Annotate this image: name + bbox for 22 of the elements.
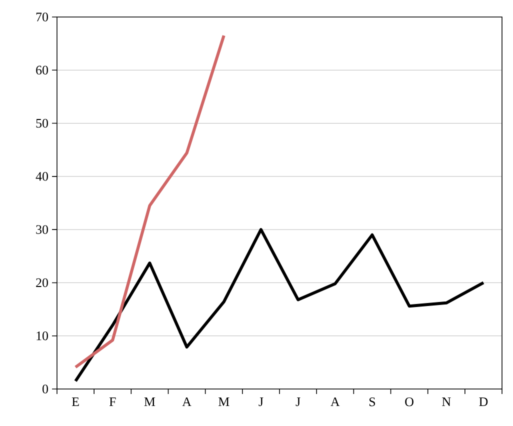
- y-tick-label: 50: [36, 118, 48, 128]
- x-tick-label: J: [258, 398, 264, 406]
- x-tick-label: M: [144, 398, 156, 406]
- y-tick-label: 40: [36, 172, 48, 181]
- x-tick-label: J: [296, 398, 300, 406]
- y-tick-label: 70: [36, 12, 48, 22]
- line-series: [74, 228, 485, 383]
- x-tick-label: O: [405, 398, 414, 406]
- x-tick-label: N: [442, 398, 451, 406]
- y-tick-label: 60: [36, 66, 48, 75]
- y-tick-label: 30: [36, 225, 48, 234]
- x-tick-label: M: [218, 398, 230, 406]
- y-tick-label: 10: [36, 331, 48, 340]
- x-tick-label: F: [109, 398, 116, 406]
- line-series: [74, 34, 226, 369]
- x-tick-label: A: [182, 398, 192, 406]
- x-tick-label: E: [72, 398, 79, 406]
- y-tick-label: 20: [36, 278, 48, 288]
- x-tick-label: A: [330, 398, 340, 406]
- x-tick-label: D: [479, 398, 488, 406]
- y-tick-label: 0: [42, 384, 48, 394]
- x-tick-label: S: [369, 398, 376, 406]
